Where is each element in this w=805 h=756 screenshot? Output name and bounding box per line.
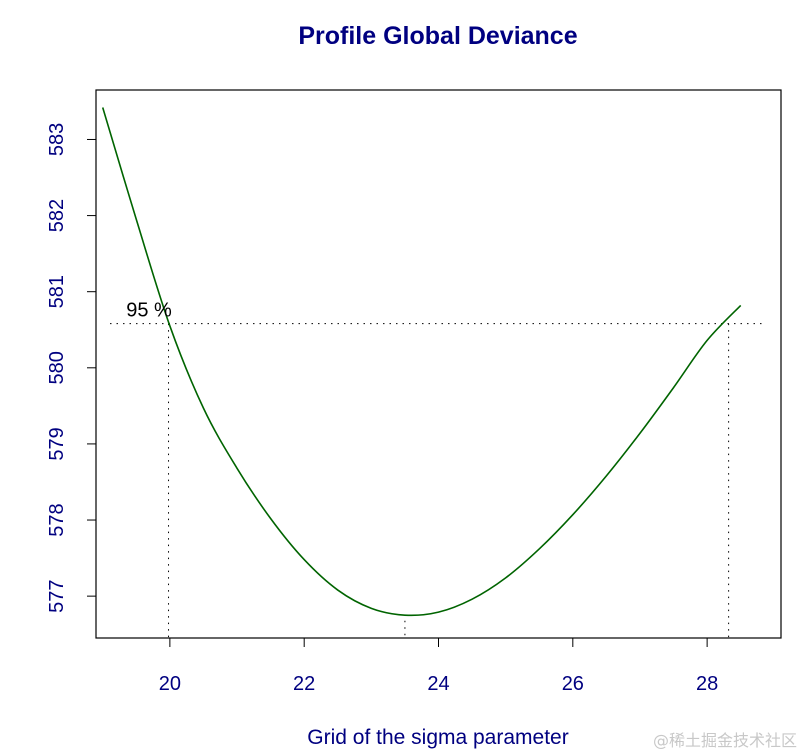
ci-reference-lines	[110, 323, 763, 638]
ci-label: 95 %	[126, 300, 172, 322]
y-tick-label: 581	[46, 275, 68, 308]
plot-frame	[95, 89, 782, 639]
deviance-curve	[101, 107, 742, 617]
x-tick-label: 28	[696, 673, 718, 695]
x-tick-label: 20	[159, 673, 181, 695]
y-tick-label: 577	[46, 579, 68, 612]
x-tick-label: 24	[427, 673, 449, 695]
x-tick-label: 22	[293, 673, 315, 695]
y-tick-label: 579	[46, 427, 68, 460]
x-tick-label: 26	[562, 673, 584, 695]
chart-title: Profile Global Deviance	[298, 22, 577, 50]
y-axis: 577 578 579 580 581 582 583	[46, 123, 97, 613]
x-axis: 20 22 24 26 28	[159, 637, 718, 695]
y-tick-label: 582	[46, 199, 68, 232]
watermark: @稀土掘金技术社区	[653, 731, 797, 750]
y-tick-label: 580	[46, 351, 68, 384]
y-tick-label: 578	[46, 503, 68, 536]
x-axis-label: Grid of the sigma parameter	[307, 726, 568, 749]
y-tick-label: 583	[46, 123, 68, 156]
